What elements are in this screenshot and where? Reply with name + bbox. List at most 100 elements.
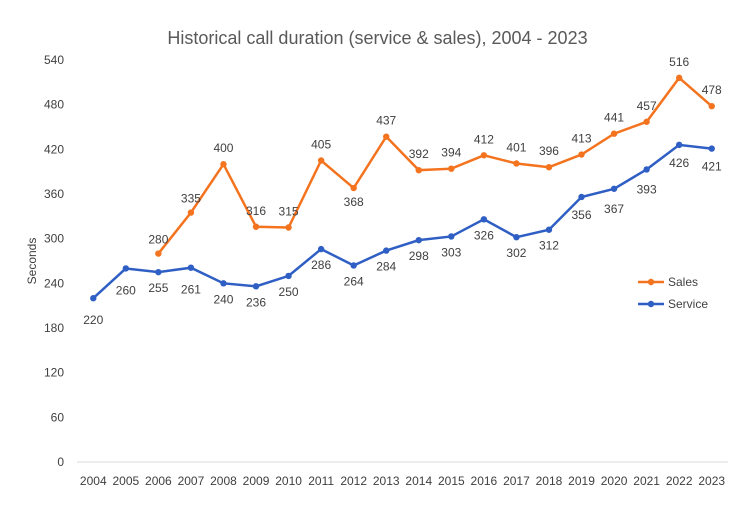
- sales-data-point: [578, 151, 585, 158]
- service-data-point: [383, 247, 390, 254]
- sales-data-point: [252, 223, 260, 230]
- sales-data-point: [480, 152, 488, 159]
- x-tick-label: 2019: [568, 474, 595, 488]
- sales-legend-marker: [647, 278, 655, 286]
- y-tick-label: 60: [51, 410, 65, 424]
- sales-data-point: [220, 161, 227, 168]
- y-tick-label: 0: [57, 455, 64, 469]
- sales-data-label: 392: [409, 147, 429, 161]
- service-series-line: [92, 143, 712, 300]
- service-data-label: 261: [181, 283, 201, 297]
- sales-data-point: [383, 133, 390, 140]
- x-tick-label: 2005: [112, 474, 139, 488]
- sales-data-point: [317, 157, 325, 164]
- sales-data-label: 441: [604, 111, 624, 125]
- service-data-label: 236: [246, 295, 266, 309]
- x-tick-label: 2004: [80, 474, 107, 488]
- x-tick-label: 2009: [243, 474, 270, 488]
- y-tick-label: 240: [44, 276, 64, 290]
- sales-data-point: [708, 102, 715, 110]
- x-tick-label: 2008: [210, 474, 237, 488]
- x-tick-label: 2011: [308, 474, 334, 488]
- service-data-label: 255: [148, 281, 168, 295]
- sales-data-label: 437: [376, 114, 396, 128]
- service-data-label: 326: [474, 228, 494, 242]
- service-data-label: 421: [702, 160, 722, 174]
- x-tick-label: 2023: [698, 474, 725, 488]
- service-data-point: [220, 280, 227, 287]
- service-data-label: 260: [116, 283, 136, 297]
- y-tick-label: 480: [44, 98, 64, 112]
- x-tick-label: 2015: [438, 474, 465, 488]
- service-data-point: [122, 265, 130, 272]
- service-data-point: [708, 145, 715, 152]
- x-tick-label: 2006: [145, 474, 172, 488]
- service-data-point: [252, 283, 260, 290]
- sales-data-point: [675, 74, 683, 82]
- service-data-label: 284: [376, 260, 396, 274]
- service-data-point: [448, 233, 455, 240]
- service-data-point: [285, 272, 292, 280]
- x-tick-label: 2017: [503, 474, 530, 488]
- sales-data-label: 413: [572, 132, 592, 146]
- sales-data-label: 405: [311, 138, 331, 152]
- sales-data-label: 516: [669, 55, 689, 69]
- service-data-label: 367: [604, 202, 624, 216]
- service-data-point: [480, 216, 488, 223]
- x-tick-label: 2021: [633, 474, 660, 488]
- y-tick-label: 360: [44, 187, 64, 201]
- service-data-label: 303: [441, 245, 461, 259]
- sales-data-point: [285, 224, 292, 231]
- service-data-point: [155, 268, 162, 276]
- x-tick-label: 2018: [536, 474, 563, 488]
- service-data-label: 264: [344, 274, 364, 288]
- sales-data-point: [643, 118, 650, 125]
- x-tick-label: 2007: [178, 474, 205, 488]
- x-tick-label: 2022: [666, 474, 693, 488]
- service-data-point: [545, 226, 553, 233]
- service-data-label: 302: [506, 246, 526, 260]
- service-data-point: [317, 245, 325, 253]
- sales-series-line: [157, 76, 713, 255]
- x-tick-label: 2013: [373, 474, 400, 488]
- x-tick-label: 2010: [275, 474, 302, 488]
- service-data-point: [610, 185, 618, 192]
- x-tick-label: 2020: [601, 474, 628, 488]
- y-tick-label: 300: [44, 232, 64, 246]
- sales-data-point: [448, 165, 455, 172]
- y-axis-title: Seconds: [25, 238, 39, 285]
- sales-data-label: 394: [441, 146, 461, 160]
- x-tick-label: 2014: [405, 474, 432, 488]
- service-data-point: [643, 166, 650, 173]
- sales-data-point: [610, 130, 618, 137]
- service-data-label: 286: [311, 258, 331, 272]
- sales-data-point: [155, 250, 162, 257]
- sales-data-point: [350, 184, 357, 192]
- sales-data-label: 280: [148, 233, 168, 247]
- service-legend-label: Service: [668, 297, 708, 311]
- service-data-label: 356: [572, 208, 592, 222]
- service-data-point: [415, 236, 422, 244]
- sales-data-point: [513, 160, 520, 167]
- sales-data-label: 457: [637, 99, 657, 113]
- sales-data-label: 401: [506, 140, 526, 154]
- service-data-label: 393: [637, 182, 657, 196]
- service-data-point: [350, 262, 357, 269]
- service-data-point: [90, 295, 97, 302]
- sales-data-point: [415, 166, 422, 174]
- service-data-label: 426: [669, 156, 689, 170]
- chart-title: Historical call duration (service & sale…: [167, 28, 588, 48]
- sales-data-label: 400: [213, 141, 233, 155]
- service-data-label: 220: [83, 313, 103, 327]
- y-tick-label: 420: [44, 142, 64, 156]
- sales-data-label: 412: [474, 132, 494, 146]
- service-data-point: [578, 193, 585, 201]
- sales-data-label: 315: [279, 205, 299, 219]
- sales-data-point: [545, 164, 553, 171]
- y-tick-label: 120: [44, 366, 64, 380]
- service-data-point: [187, 264, 195, 271]
- sales-data-label: 368: [344, 195, 364, 209]
- service-data-point: [675, 141, 683, 149]
